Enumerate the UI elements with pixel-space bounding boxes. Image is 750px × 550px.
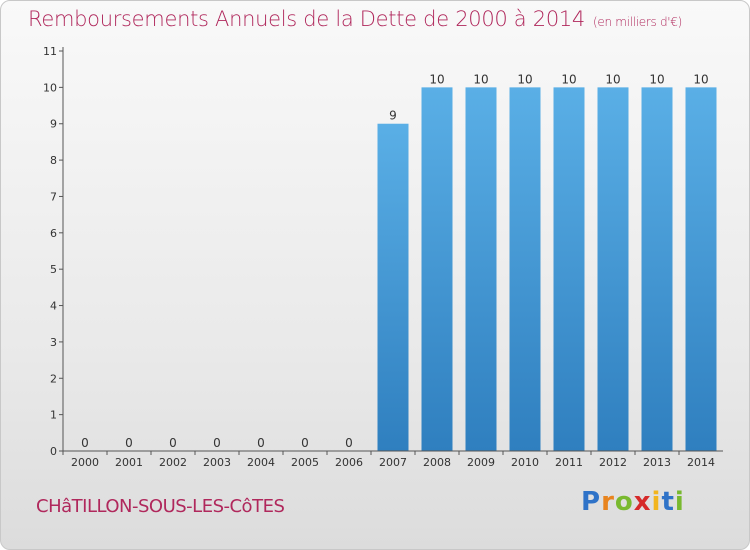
- y-tick-label: 2: [50, 372, 57, 385]
- y-tick-label: 6: [50, 227, 57, 240]
- y-tick-label: 11: [43, 45, 57, 58]
- y-tick-label: 9: [50, 118, 57, 131]
- x-tick-label-2002: 2002: [159, 456, 187, 469]
- bar-2009: [465, 87, 497, 451]
- logo-letter: o: [614, 487, 634, 517]
- bar-2013: [641, 87, 673, 451]
- value-label-2005: 0: [301, 436, 309, 450]
- x-tick-label-2014: 2014: [687, 456, 715, 469]
- x-tick-label-2013: 2013: [643, 456, 671, 469]
- value-label-2010: 10: [517, 72, 532, 86]
- value-label-2012: 10: [605, 72, 620, 86]
- value-label-2002: 0: [169, 436, 177, 450]
- logo-letter: r: [601, 487, 615, 517]
- title-text: Remboursements Annuels de la Dette de 20…: [28, 7, 585, 31]
- value-label-2001: 0: [125, 436, 133, 450]
- y-tick-label: 1: [50, 409, 57, 422]
- unit-label: (en milliers d'€): [593, 15, 683, 29]
- x-tick-label-2004: 2004: [247, 456, 275, 469]
- logo-letter: t: [661, 487, 675, 517]
- x-tick-label-2006: 2006: [335, 456, 363, 469]
- value-label-2011: 10: [561, 72, 576, 86]
- x-tick-label-2000: 2000: [71, 456, 99, 469]
- x-tick-label-2008: 2008: [423, 456, 451, 469]
- value-label-2004: 0: [257, 436, 265, 450]
- bar-2010: [509, 87, 541, 451]
- bar-2012: [597, 87, 629, 451]
- value-label-2014: 10: [693, 72, 708, 86]
- bar-2011: [553, 87, 585, 451]
- y-tick-label: 7: [50, 190, 57, 203]
- value-label-2008: 10: [429, 72, 444, 86]
- x-tick-label-2011: 2011: [555, 456, 583, 469]
- proxiti-logo: Proxiti: [581, 487, 685, 517]
- logo-letter: i: [674, 487, 685, 517]
- bar-2007: [377, 123, 409, 452]
- x-tick-label-2003: 2003: [203, 456, 231, 469]
- bar-2014: [685, 87, 717, 451]
- x-tick-label-2009: 2009: [467, 456, 495, 469]
- bar-2008: [421, 87, 453, 451]
- logo-letter: P: [581, 487, 602, 517]
- city-name: CHâTILLON-SOUS-LES-CôTES: [36, 496, 285, 517]
- y-tick-label: 5: [50, 263, 57, 276]
- y-tick-label: 10: [43, 81, 57, 94]
- y-tick-label: 4: [50, 300, 57, 313]
- x-tick-label-2007: 2007: [379, 456, 407, 469]
- value-label-2007: 9: [389, 109, 397, 123]
- y-tick-label: 8: [50, 154, 57, 167]
- x-tick-label-2010: 2010: [511, 456, 539, 469]
- x-tick-label-2005: 2005: [291, 456, 319, 469]
- value-label-2009: 10: [473, 72, 488, 86]
- value-label-2013: 10: [649, 72, 664, 86]
- x-tick-label-2012: 2012: [599, 456, 627, 469]
- x-tick-label-2001: 2001: [115, 456, 143, 469]
- logo-letter: i: [651, 487, 662, 517]
- value-label-2003: 0: [213, 436, 221, 450]
- value-label-2006: 0: [345, 436, 353, 450]
- logo-letter: x: [633, 487, 652, 517]
- y-tick-label: 0: [50, 445, 57, 458]
- y-tick-label: 3: [50, 336, 57, 349]
- chart-title: Remboursements Annuels de la Dette de 20…: [28, 7, 682, 31]
- value-label-2000: 0: [81, 436, 89, 450]
